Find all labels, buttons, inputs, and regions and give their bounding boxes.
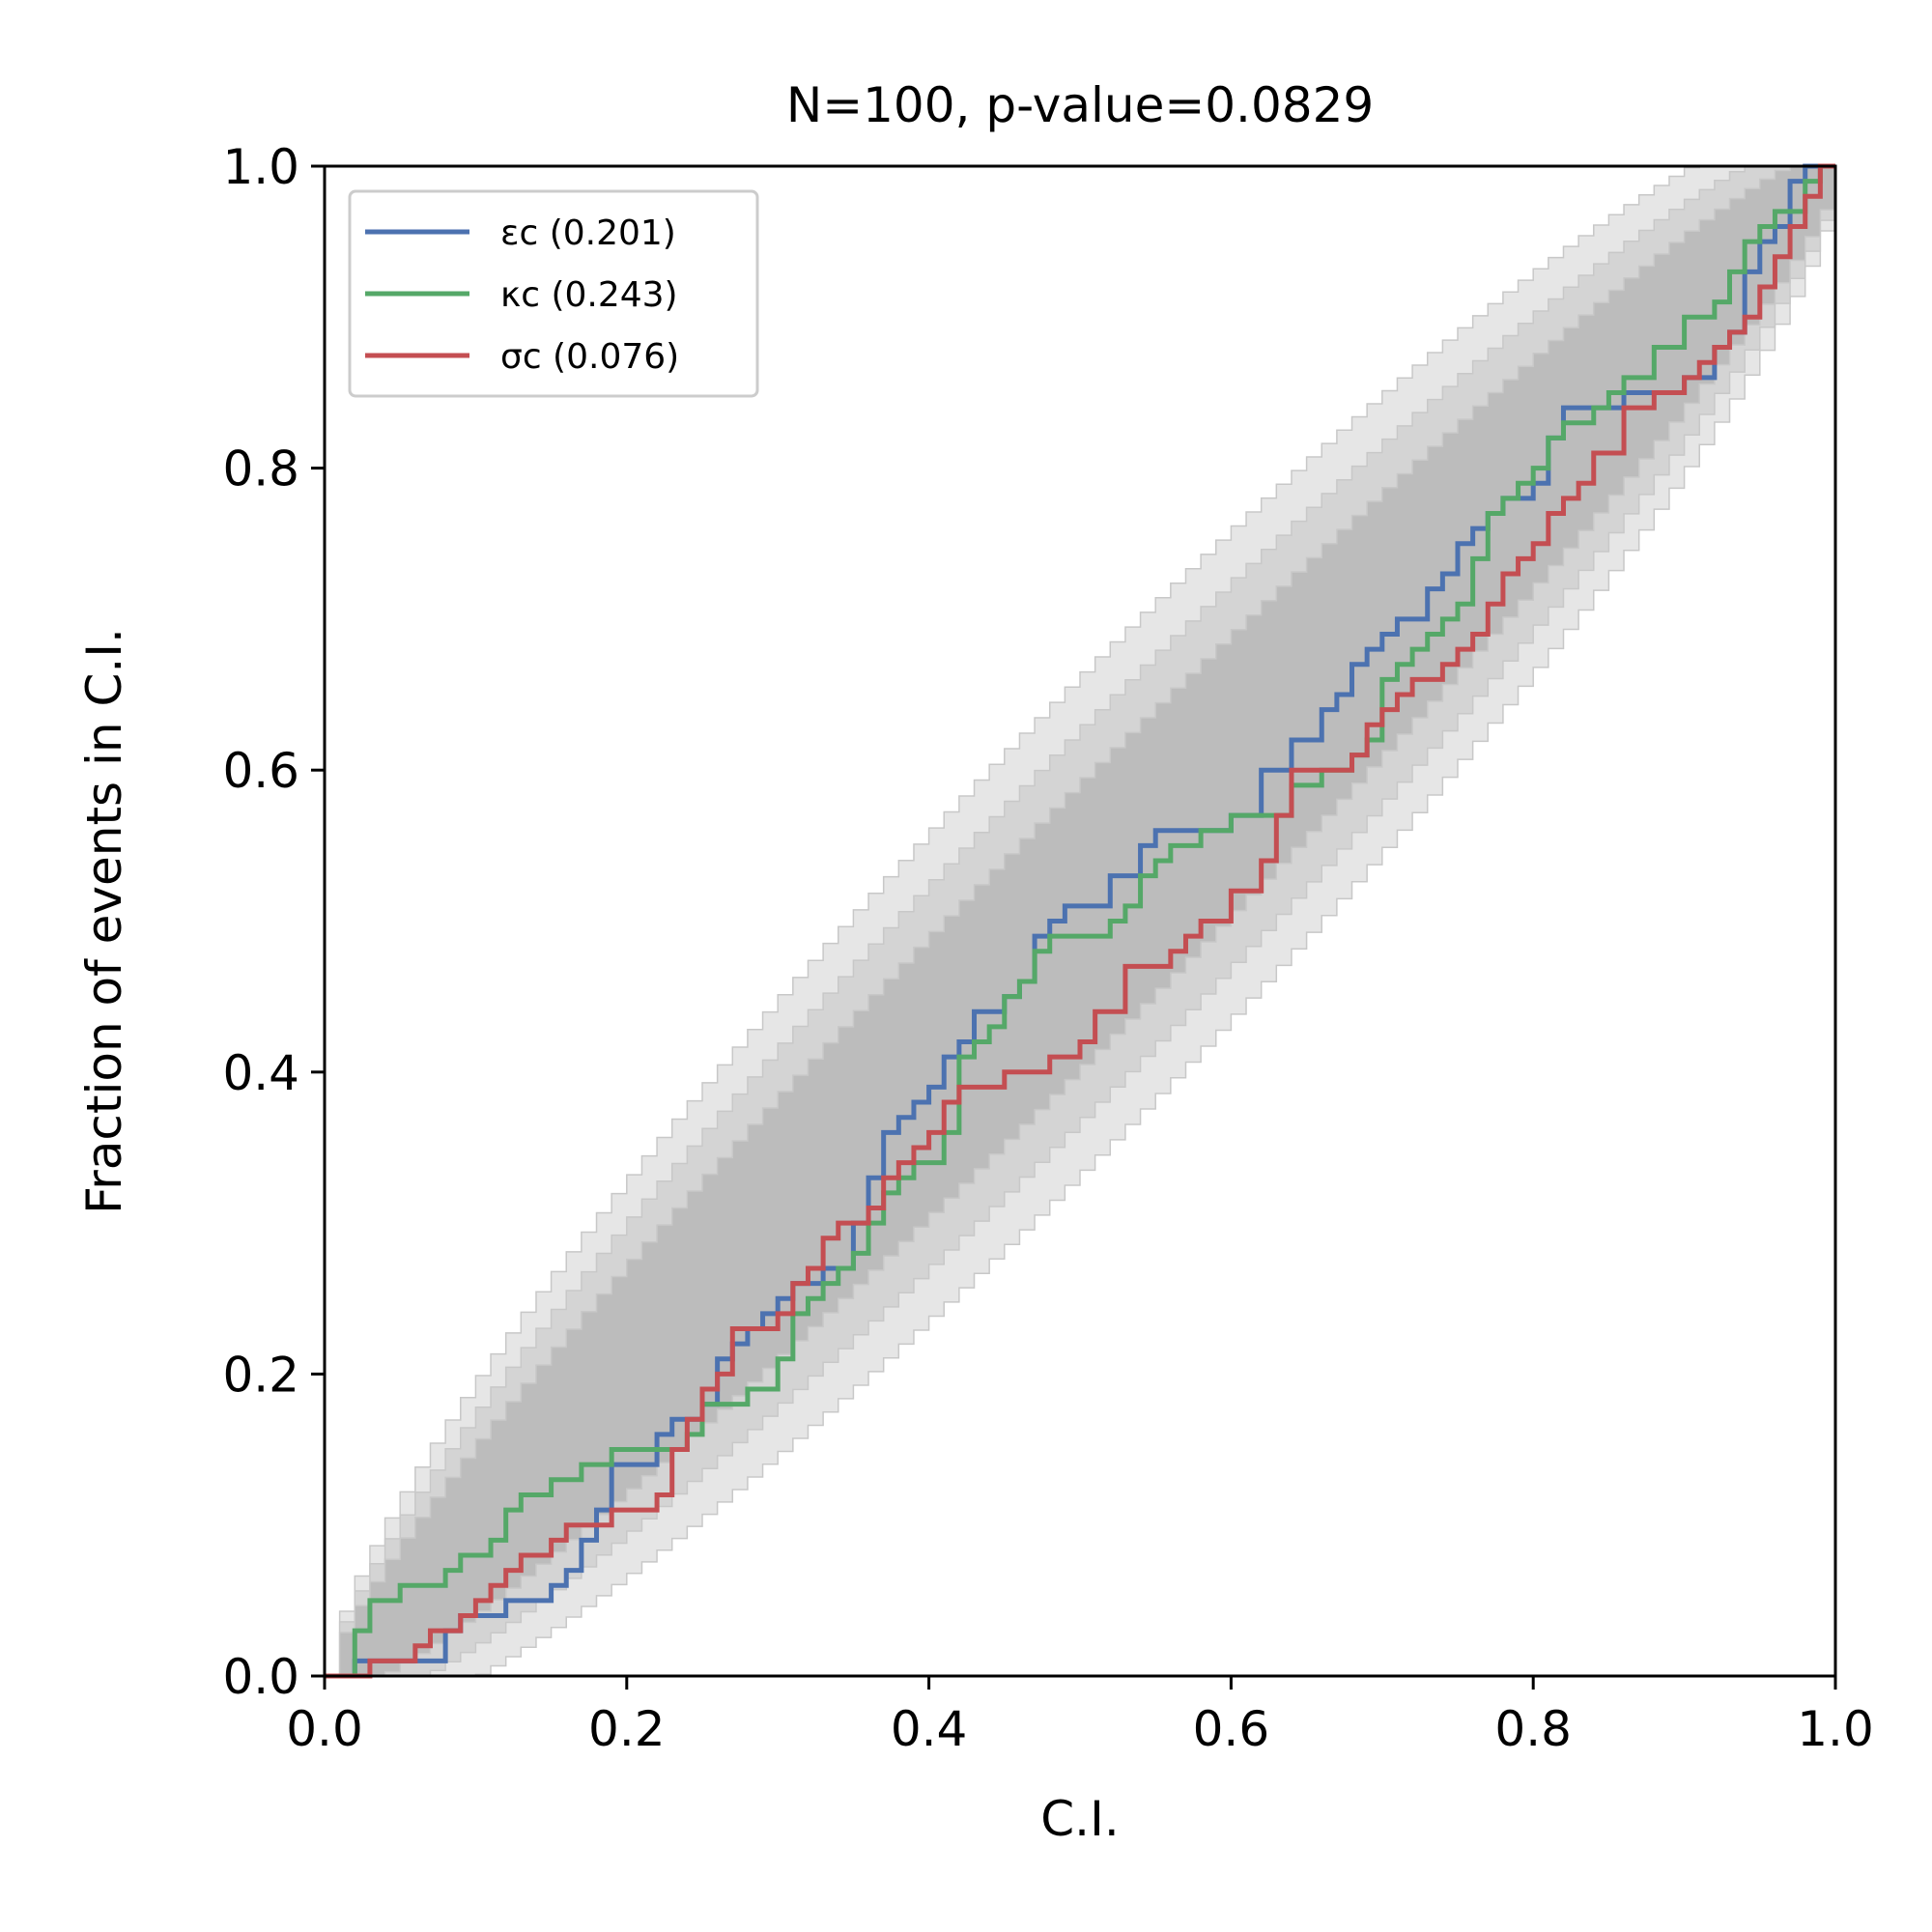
y-axis-label: Fraction of events in C.I.: [76, 628, 132, 1214]
series-lines: [325, 163, 1835, 1679]
y-axis-ticks: 0.0 0.2 0.4 0.6 0.8 1.0: [222, 139, 325, 1705]
y-tick-label: 0.8: [222, 441, 299, 497]
plot-frame: [323, 164, 1837, 1678]
y-tick-label: 0.4: [222, 1045, 299, 1101]
x-tick-label: 0.2: [588, 1701, 666, 1757]
series-line-2: [325, 163, 1835, 1679]
x-tick-label: 0.0: [286, 1701, 363, 1757]
legend-box: [348, 189, 759, 398]
x-tick-label: 0.8: [1494, 1701, 1572, 1757]
x-tick-label: 1.0: [1797, 1701, 1874, 1757]
series-line-1: [325, 163, 1835, 1679]
y-tick-label: 0.2: [222, 1347, 299, 1403]
x-tick-label: 0.4: [891, 1701, 968, 1757]
x-axis-label: C.I.: [1040, 1791, 1119, 1847]
y-tick-label: 0.0: [222, 1649, 299, 1705]
chart-title: N=100, p-value=0.0829: [786, 77, 1374, 133]
legend: εc (0.201) κc (0.243) σc (0.076): [348, 189, 759, 398]
x-tick-label: 0.6: [1193, 1701, 1270, 1757]
y-tick-label: 0.6: [222, 743, 299, 799]
series-line-3: [325, 163, 1835, 1679]
legend-label-2: κc (0.243): [500, 275, 678, 315]
y-tick-label: 1.0: [222, 139, 299, 195]
legend-label-1: εc (0.201): [500, 213, 676, 253]
legend-label-3: σc (0.076): [500, 337, 679, 377]
x-axis-ticks: 0.0 0.2 0.4 0.6 0.8 1.0: [286, 1676, 1874, 1757]
